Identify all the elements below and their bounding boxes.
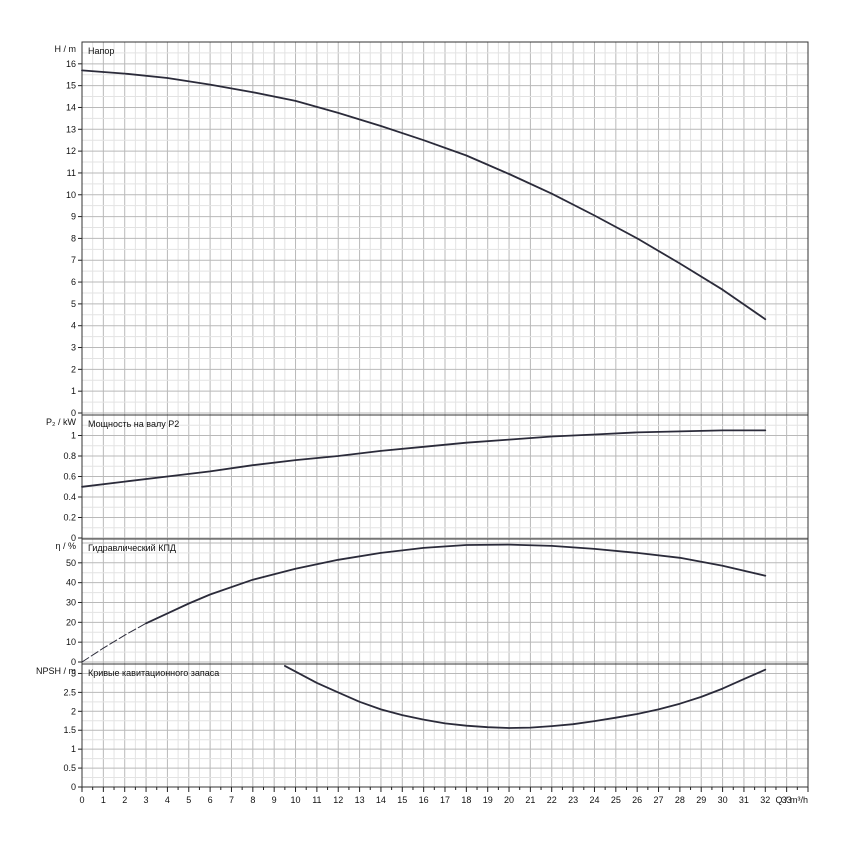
y-tick-label: 6: [71, 277, 76, 287]
panel-title: Мощность на валу P2: [88, 419, 179, 429]
x-tick-label: 25: [611, 795, 621, 805]
y-tick-label: 12: [66, 146, 76, 156]
panel-title: Напор: [88, 46, 114, 56]
y-axis-label: H / m: [55, 44, 77, 54]
y-tick-label: 50: [66, 558, 76, 568]
y-tick-label: 16: [66, 59, 76, 69]
y-tick-label: 1: [71, 386, 76, 396]
y-tick-label: 0.4: [63, 492, 76, 502]
y-tick-label: 5: [71, 299, 76, 309]
y-tick-label: 8: [71, 233, 76, 243]
series-line-npsh: [284, 665, 767, 729]
x-tick-label: 6: [208, 795, 213, 805]
y-axis-label: P₂ / kW: [46, 417, 76, 427]
y-axis-label: NPSH / m: [36, 666, 76, 676]
x-tick-label: 5: [186, 795, 191, 805]
x-tick-label: 32: [760, 795, 770, 805]
x-tick-label: 16: [419, 795, 429, 805]
x-tick-label: 2: [122, 795, 127, 805]
x-axis: 0 1 2 3 4 5 6 7 8 9 10 11 12 13 14 15 16 17 18 19 20 21 22 23 24…: [79, 787, 809, 805]
y-tick-label: 3: [71, 668, 76, 678]
y-tick-label: 0.5: [63, 763, 76, 773]
y-tick-label: 0.2: [63, 513, 76, 523]
x-tick-label: 15: [397, 795, 407, 805]
x-tick-label: 11: [312, 795, 321, 805]
y-tick-label: 1.5: [63, 725, 76, 735]
x-tick-label: 23: [568, 795, 578, 805]
y-tick-label: 30: [66, 597, 76, 607]
y-tick-label: 0.6: [63, 472, 76, 482]
x-tick-label: 19: [483, 795, 493, 805]
y-tick-label: 14: [66, 102, 76, 112]
y-tick-label: 20: [66, 617, 76, 627]
x-tick-label: 33: [782, 795, 792, 805]
x-tick-label: 27: [654, 795, 664, 805]
y-tick-label: 15: [66, 81, 76, 91]
y-tick-label: 10: [66, 637, 76, 647]
y-axis-label: η / %: [55, 541, 76, 551]
y-tick-label: 2.5: [63, 687, 76, 697]
series-line-efficiency-dashed: [81, 622, 147, 663]
x-tick-label: 21: [525, 795, 535, 805]
x-tick-label: 10: [291, 795, 301, 805]
y-tick-label: 40: [66, 578, 76, 588]
x-tick-label: 8: [250, 795, 255, 805]
y-tick-label: 3: [71, 343, 76, 353]
x-tick-label: 17: [440, 795, 450, 805]
x-tick-label: 0: [79, 795, 84, 805]
y-tick-label: 0: [71, 782, 76, 792]
x-tick-label: 30: [718, 795, 728, 805]
x-axis-label: Q / m³/h: [775, 795, 808, 805]
y-tick-label: 9: [71, 212, 76, 222]
y-tick-label: 1: [71, 744, 76, 754]
y-tick-label: 0: [71, 657, 76, 667]
x-tick-label: 26: [632, 795, 642, 805]
x-tick-label: 12: [333, 795, 343, 805]
y-tick-label: 0: [71, 408, 76, 418]
y-tick-label: 7: [71, 255, 76, 265]
y-tick-label: 4: [71, 321, 76, 331]
y-tick-label: 2: [71, 364, 76, 374]
series-line-power: [81, 429, 767, 488]
y-tick-label: 10: [66, 190, 76, 200]
series-line-efficiency: [145, 543, 767, 625]
x-tick-label: 14: [376, 795, 386, 805]
y-tick-label: 11: [67, 168, 76, 178]
x-tick-label: 13: [355, 795, 365, 805]
panel-title: Гидравлический КПД: [88, 543, 176, 553]
x-tick-label: 24: [589, 795, 599, 805]
y-tick-label: 0.8: [63, 451, 76, 461]
x-tick-label: 22: [547, 795, 557, 805]
x-tick-label: 18: [461, 795, 471, 805]
series-line-head: [81, 69, 767, 321]
x-tick-label: 7: [229, 795, 234, 805]
x-tick-label: 28: [675, 795, 685, 805]
x-tick-label: 4: [165, 795, 170, 805]
y-tick-label: 13: [66, 124, 76, 134]
x-tick-label: 9: [272, 795, 277, 805]
y-tick-label: 0: [71, 533, 76, 543]
x-tick-label: 3: [144, 795, 149, 805]
x-tick-label: 31: [739, 795, 749, 805]
panel-title: Кривые кавитационного запаса: [88, 668, 219, 678]
y-tick-label: 2: [71, 706, 76, 716]
panel-power: 0 0.2 0.4 0.6 0.8 1 P₂ / kW Мощность на валу P2: [46, 414, 809, 543]
y-tick-label: 1: [71, 431, 76, 441]
x-tick-label: 20: [504, 795, 514, 805]
x-tick-label: 29: [696, 795, 706, 805]
panel-efficiency: 0 10 20 30 40 50 η / % Гидравлический КПД: [55, 538, 809, 667]
x-tick-label: 1: [101, 795, 106, 805]
